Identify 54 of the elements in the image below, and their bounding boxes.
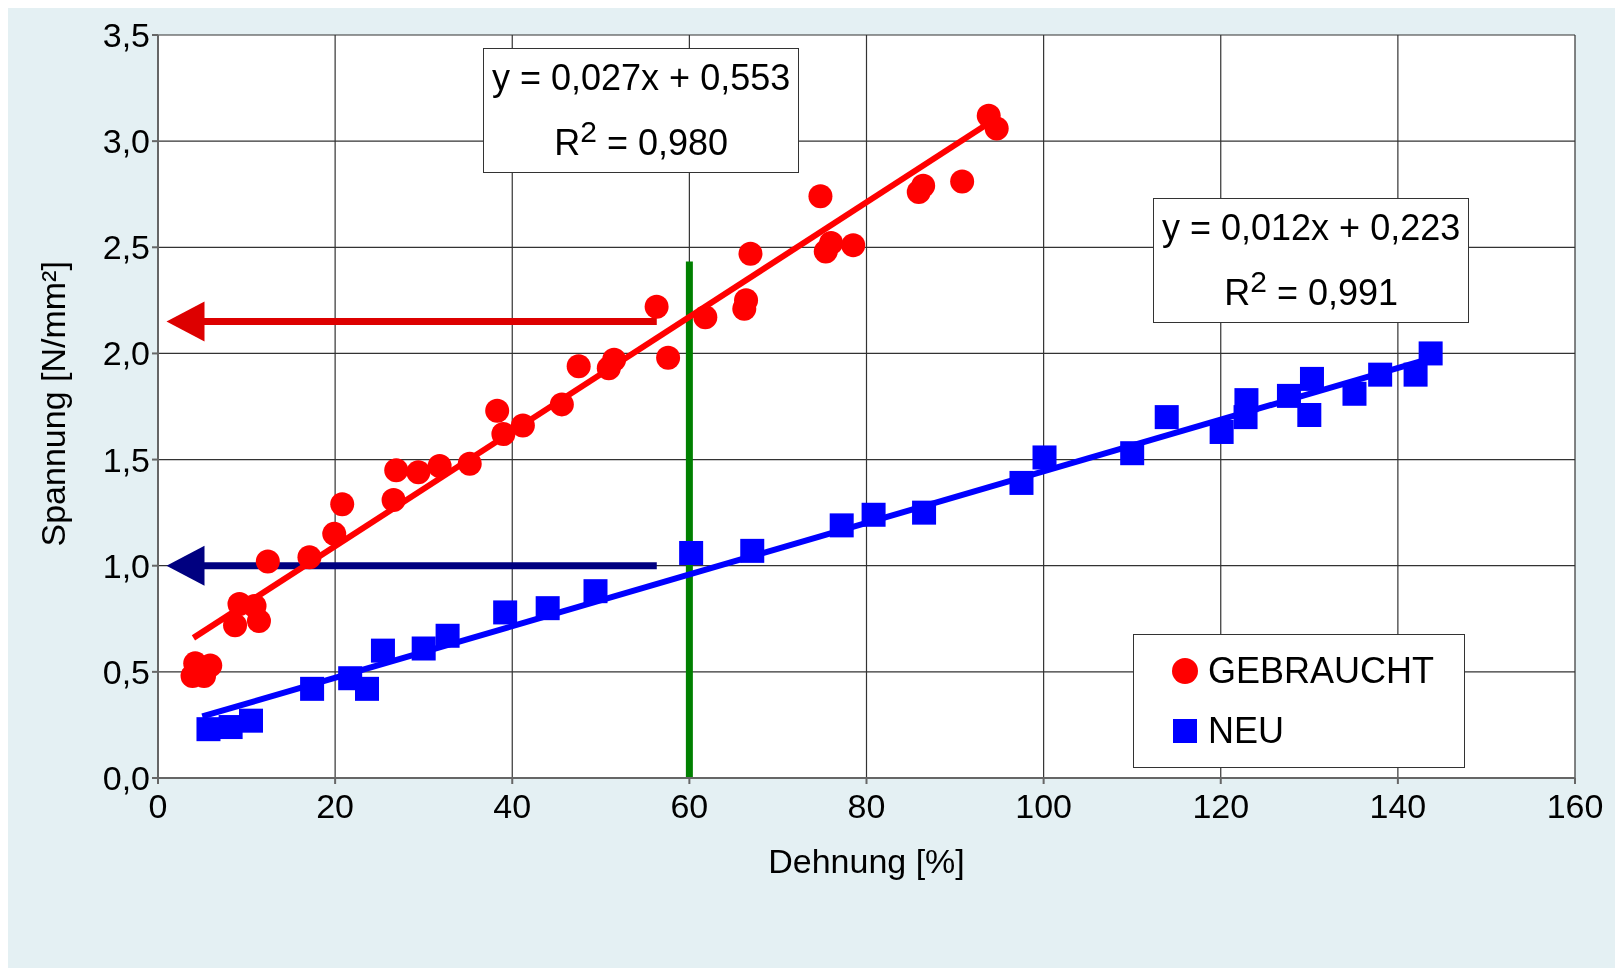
x-tick-label: 120: [1192, 787, 1250, 826]
x-tick-label: 20: [316, 787, 355, 826]
x-tick-label: 0: [148, 787, 168, 826]
annotation: R$^{2}$ = 0,980: [553, 114, 729, 165]
y-tick-label: 0,0: [102, 759, 150, 798]
x-tick-label: 160: [1546, 787, 1604, 826]
annotation: y = 0,027x + 0,553: [492, 56, 791, 100]
point: [355, 676, 380, 701]
annotation: y = 0,012x + 0,223: [1162, 206, 1461, 250]
point: [255, 549, 280, 574]
y-tick-label: 3,0: [102, 122, 150, 161]
x-tick-label: 80: [847, 787, 886, 826]
point: [1032, 445, 1057, 470]
x-tick-label: 40: [493, 787, 532, 826]
point: [808, 184, 833, 209]
x-tick-label: 60: [670, 787, 709, 826]
point: [911, 173, 936, 198]
y-tick-label: 0,5: [102, 652, 150, 691]
point: [566, 354, 591, 379]
y-tick-label: 2,5: [102, 228, 150, 267]
point: [1342, 381, 1367, 406]
point: [841, 233, 866, 258]
point: [738, 241, 763, 266]
y-tick-label: 1,0: [102, 546, 150, 585]
point: [384, 458, 409, 483]
point: [485, 398, 510, 423]
legend-label: NEU: [1207, 710, 1284, 752]
point: [370, 638, 395, 663]
point: [679, 540, 704, 565]
x-tick-label: 100: [1015, 787, 1072, 826]
y-tick-label: 2,0: [102, 334, 150, 373]
point: [1209, 419, 1234, 444]
point: [819, 231, 844, 256]
point: [984, 116, 1009, 141]
y-tick-label: 1,5: [102, 440, 150, 479]
point: [406, 460, 431, 485]
point: [656, 345, 681, 370]
point: [950, 169, 975, 194]
y-tick-label: 3,5: [102, 16, 150, 55]
point: [1299, 366, 1324, 391]
point: [1154, 405, 1179, 430]
point: [238, 708, 263, 733]
y-axis-title: Spannung [N/mm²]: [34, 261, 73, 547]
legend-label: GEBRAUCHT: [1207, 650, 1434, 692]
x-axis-title: Dehnung [%]: [768, 842, 965, 880]
point: [223, 613, 248, 638]
point: [330, 492, 355, 517]
point: [196, 717, 221, 742]
point: [644, 294, 669, 319]
x-tick-label: 140: [1369, 787, 1427, 826]
point: [493, 600, 518, 625]
annotation: R$^{2}$ = 0,991: [1223, 264, 1399, 315]
point: [1297, 402, 1322, 427]
point: [246, 608, 271, 633]
